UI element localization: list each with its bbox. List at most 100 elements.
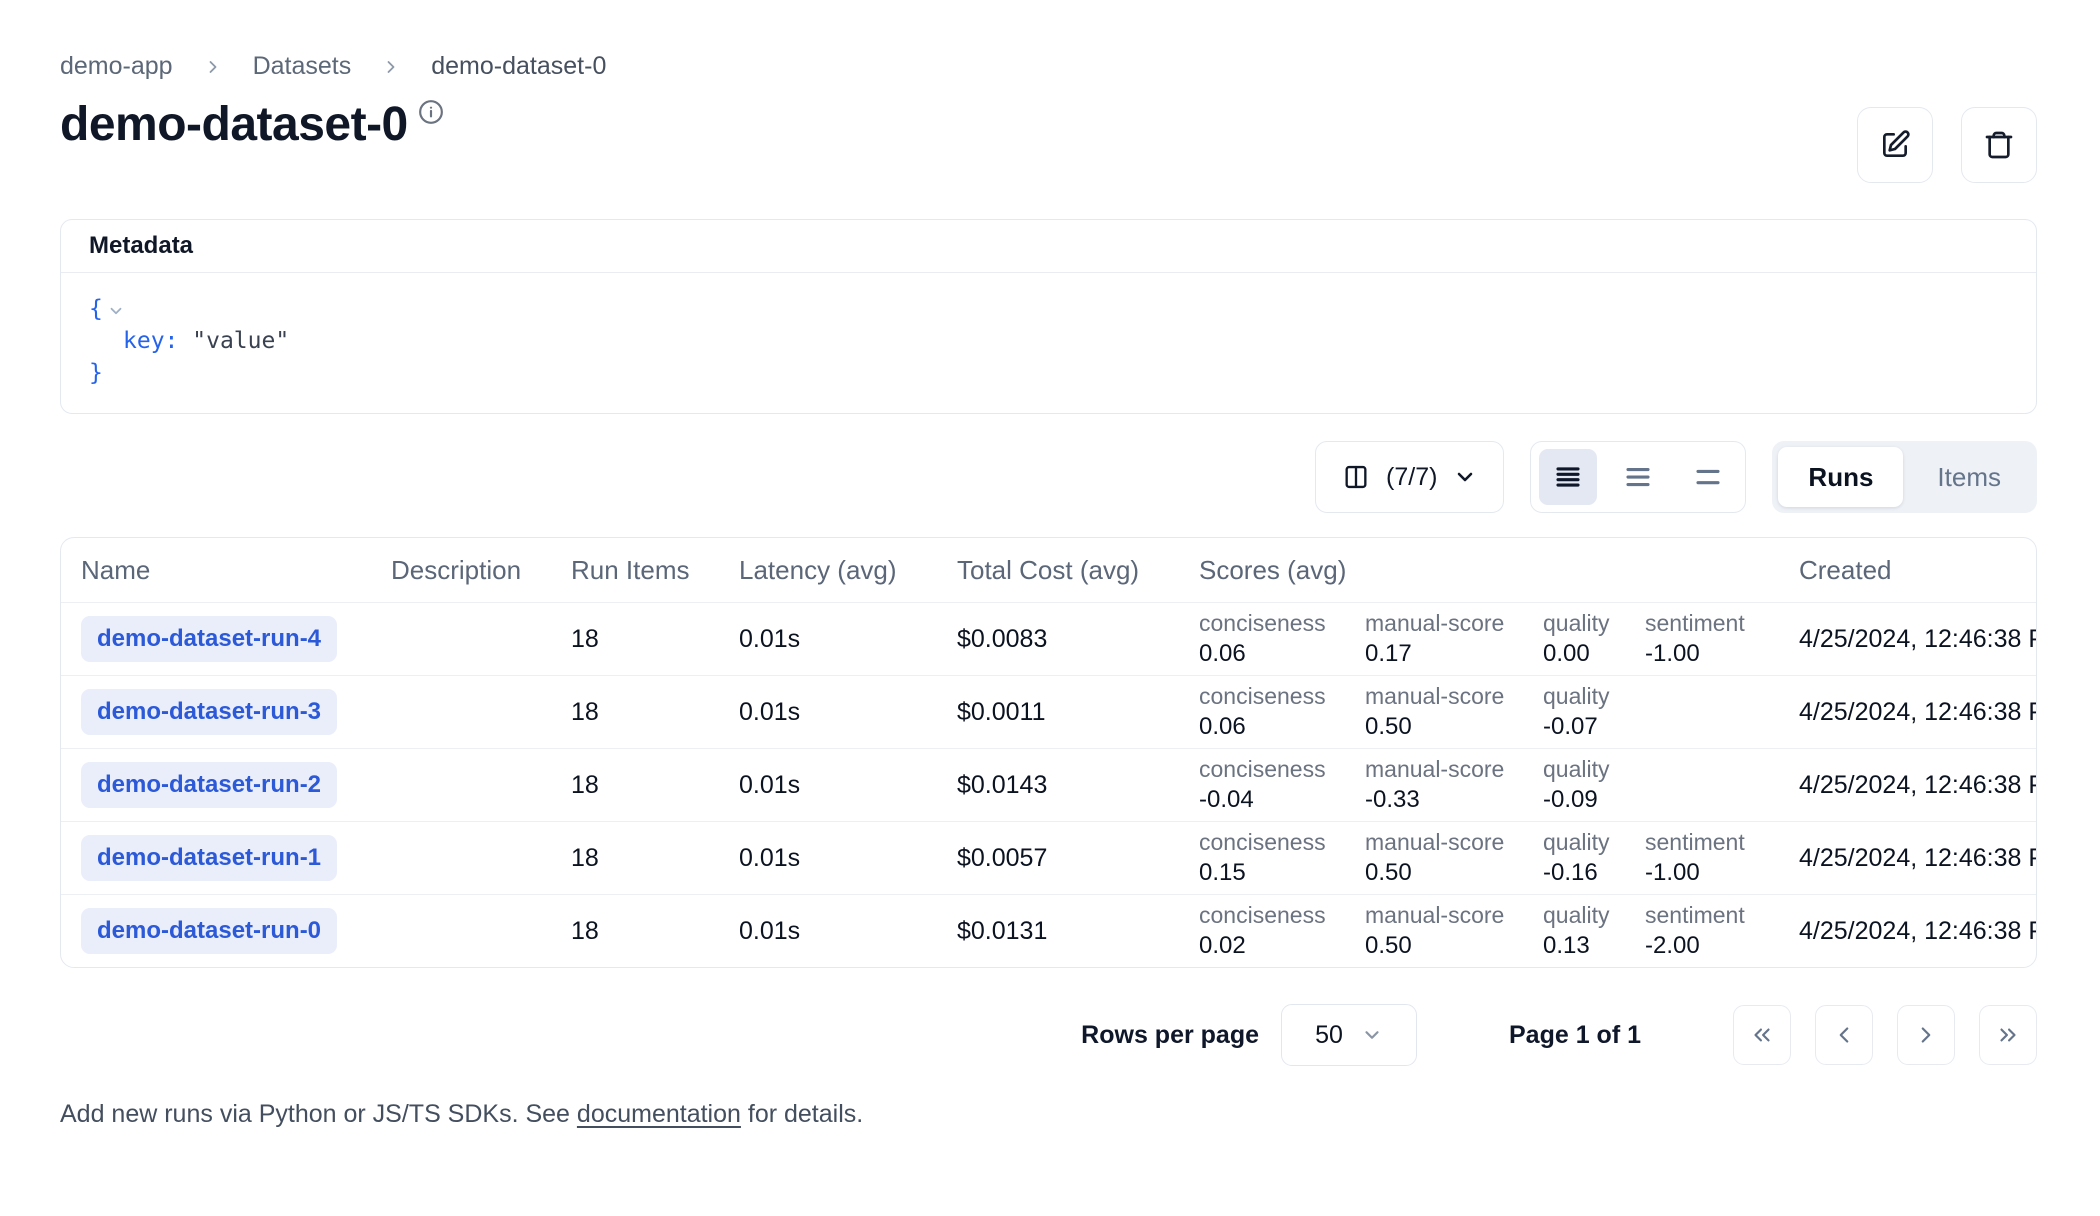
column-header-total-cost: Total Cost (avg) — [957, 554, 1140, 585]
score-label: quality — [1543, 902, 1610, 928]
scores-cell: conciseness 0.15 manual-score 0.50 quality… — [1199, 829, 1799, 887]
header-actions — [1857, 107, 2037, 183]
total-cost-cell: $0.0057 — [957, 843, 1048, 872]
row-height-large-icon — [1693, 462, 1723, 492]
tab-items[interactable]: Items — [1937, 461, 2001, 492]
score-value: -2.00 — [1645, 932, 1700, 959]
score-label: manual-score — [1365, 829, 1505, 855]
run-items-cell: 18 — [571, 843, 599, 872]
documentation-link[interactable]: documentation — [576, 1100, 741, 1128]
columns-icon — [1342, 463, 1370, 491]
total-cost-cell: $0.0083 — [957, 624, 1048, 653]
column-header-name: Name — [81, 554, 151, 585]
info-icon[interactable] — [418, 99, 444, 125]
breadcrumb-current-dataset[interactable]: demo-dataset-0 — [431, 52, 607, 80]
edit-dataset-button[interactable] — [1857, 107, 1933, 183]
json-open-brace: { — [89, 296, 103, 322]
chevrons-left-icon — [1749, 1022, 1775, 1048]
score-label: conciseness — [1199, 902, 1326, 928]
first-page-button[interactable] — [1733, 1005, 1791, 1065]
row-height-medium-button[interactable] — [1609, 449, 1667, 505]
delete-dataset-button[interactable] — [1961, 107, 2037, 183]
next-page-button[interactable] — [1897, 1005, 1955, 1065]
rows-per-page-select[interactable]: 50 — [1281, 1004, 1417, 1066]
score-value: -1.00 — [1645, 859, 1700, 886]
table-row: demo-dataset-run-0 18 0.01s $0.0131 conc… — [61, 894, 2036, 967]
metadata-card: Metadata { key: "value" } — [60, 219, 2037, 414]
json-collapse-chevron-icon[interactable] — [107, 302, 125, 320]
scores-cell: conciseness 0.06 manual-score 0.50 quality… — [1199, 683, 1799, 741]
chevrons-right-icon — [1995, 1022, 2021, 1048]
json-value: "value" — [192, 328, 290, 354]
score-label: sentiment — [1645, 829, 1745, 855]
score-value: 0.06 — [1199, 713, 1246, 740]
score-label: quality — [1543, 610, 1610, 636]
row-height-small-icon — [1553, 462, 1583, 492]
table-header-row: Name Description Run Items Latency (avg)… — [61, 538, 2036, 602]
run-items-cell: 18 — [571, 697, 599, 726]
score-label: manual-score — [1365, 902, 1505, 928]
score-value: 0.15 — [1199, 859, 1246, 886]
trash-icon — [1983, 129, 2015, 161]
table-row: demo-dataset-run-1 18 0.01s $0.0057 conc… — [61, 821, 2036, 894]
run-items-cell: 18 — [571, 916, 599, 945]
chevron-right-icon — [381, 57, 401, 77]
run-name-link[interactable]: demo-dataset-run-1 — [81, 835, 338, 881]
json-key: key — [123, 328, 165, 354]
breadcrumb-project[interactable]: demo-app — [60, 52, 173, 80]
row-height-medium-icon — [1623, 462, 1653, 492]
latency-cell: 0.01s — [739, 843, 801, 872]
score-value: 0.50 — [1365, 932, 1412, 959]
table-toolbar: (7/7) Runs Items — [60, 441, 2037, 513]
chevron-right-icon — [1913, 1022, 1939, 1048]
runs-table: Name Description Run Items Latency (avg)… — [60, 537, 2037, 968]
score-label: quality — [1543, 756, 1610, 782]
scores-cell: conciseness 0.06 manual-score 0.17 quality… — [1199, 610, 1799, 668]
previous-page-button[interactable] — [1815, 1005, 1873, 1065]
chevron-down-icon — [1453, 465, 1477, 489]
sdk-hint-after: for details. — [740, 1100, 864, 1128]
run-name-link[interactable]: demo-dataset-run-2 — [81, 762, 338, 808]
column-visibility-button[interactable]: (7/7) — [1315, 441, 1505, 513]
row-height-small-button[interactable] — [1539, 449, 1598, 505]
json-close-brace: } — [89, 360, 103, 386]
created-cell: 4/25/2024, 12:46:38 PM — [1799, 624, 2036, 653]
column-header-run-items: Run Items — [571, 554, 690, 585]
breadcrumb: demo-app Datasets demo-dataset-0 — [60, 52, 2037, 81]
score-label: manual-score — [1365, 610, 1505, 636]
column-count-label: (7/7) — [1386, 462, 1438, 491]
score-value: 0.00 — [1543, 640, 1590, 667]
view-switcher: Runs Items — [1772, 441, 2037, 513]
run-name-link[interactable]: demo-dataset-run-3 — [81, 689, 338, 735]
breadcrumb-datasets[interactable]: Datasets — [252, 52, 352, 80]
created-cell: 4/25/2024, 12:46:38 PM — [1799, 770, 2036, 799]
latency-cell: 0.01s — [739, 624, 801, 653]
score-value: 0.13 — [1543, 932, 1590, 959]
last-page-button[interactable] — [1979, 1005, 2037, 1065]
score-value: -0.07 — [1543, 713, 1598, 740]
scores-cell: conciseness -0.04 manual-score -0.33 quali… — [1199, 756, 1799, 814]
sdk-hint-before: Add new runs via Python or JS/TS SDKs. S… — [60, 1100, 577, 1128]
pagination-bar: Rows per page 50 Page 1 of 1 — [60, 1004, 2037, 1066]
tab-runs[interactable]: Runs — [1778, 447, 1904, 507]
chevron-right-icon — [203, 57, 223, 77]
created-cell: 4/25/2024, 12:46:38 PM — [1799, 916, 2036, 945]
run-items-cell: 18 — [571, 770, 599, 799]
total-cost-cell: $0.0143 — [957, 770, 1048, 799]
run-name-link[interactable]: demo-dataset-run-4 — [81, 616, 338, 662]
latency-cell: 0.01s — [739, 916, 801, 945]
score-value: -0.04 — [1199, 786, 1254, 813]
score-label: conciseness — [1199, 683, 1326, 709]
json-colon: : — [164, 328, 179, 354]
score-label: sentiment — [1645, 902, 1745, 928]
row-height-large-button[interactable] — [1679, 449, 1737, 505]
run-items-cell: 18 — [571, 624, 599, 653]
rows-per-page-value: 50 — [1315, 1020, 1343, 1049]
score-label: conciseness — [1199, 756, 1326, 782]
row-height-toggle-group — [1530, 441, 1747, 513]
run-name-link[interactable]: demo-dataset-run-0 — [81, 908, 338, 954]
table-row: demo-dataset-run-4 18 0.01s $0.0083 conc… — [61, 602, 2036, 675]
page-indicator: Page 1 of 1 — [1509, 1020, 1641, 1049]
score-value: 0.02 — [1199, 932, 1246, 959]
score-label: conciseness — [1199, 829, 1326, 855]
